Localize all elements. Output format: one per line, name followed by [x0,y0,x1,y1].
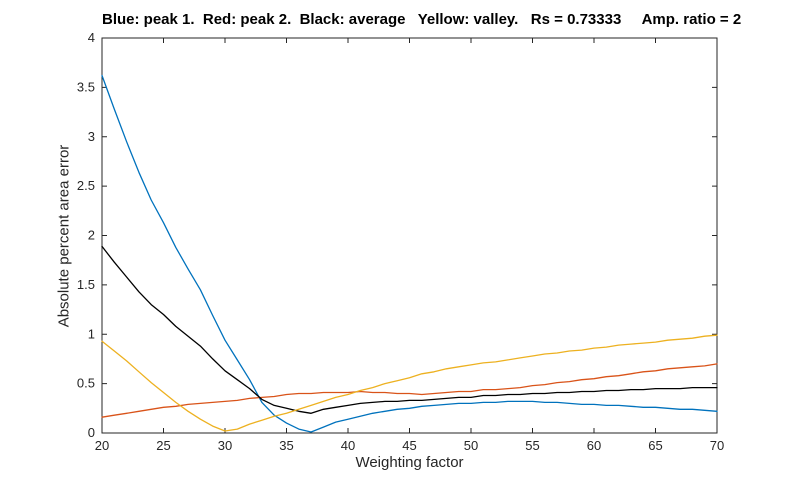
series-line-peak-1 [101,74,718,433]
x-tick-label: 30 [218,438,232,453]
y-tick-label: 3.5 [77,79,95,94]
x-tick-label: 50 [464,438,478,453]
x-axis-label: Weighting factor [355,454,464,471]
plot-box [101,37,718,434]
chart-title: Blue: peak 1. Red: peak 2. Black: averag… [102,11,742,28]
y-tick-label: 2.5 [77,178,95,193]
y-tick-label: 1 [88,326,95,341]
x-tick-label: 45 [402,438,416,453]
y-tick-label: 1.5 [77,277,95,292]
x-tick-label: 60 [587,438,601,453]
series-line-average [101,245,718,414]
y-tick-label: 4 [88,30,95,45]
y-tick-label: 3 [88,129,95,144]
x-tick-label: 65 [648,438,662,453]
x-tick-label: 35 [279,438,293,453]
x-tick-label: 70 [710,438,724,453]
x-tick-label: 40 [341,438,355,453]
y-tick-label: 0.5 [77,376,95,391]
y-tick-label: 0 [88,425,95,440]
x-tick-label: 55 [525,438,539,453]
series-line-valley [101,334,718,432]
x-tick-label: 25 [156,438,170,453]
x-tick-label: 20 [95,438,109,453]
series-line-peak-2 [101,363,718,418]
y-tick-label: 2 [88,228,95,243]
